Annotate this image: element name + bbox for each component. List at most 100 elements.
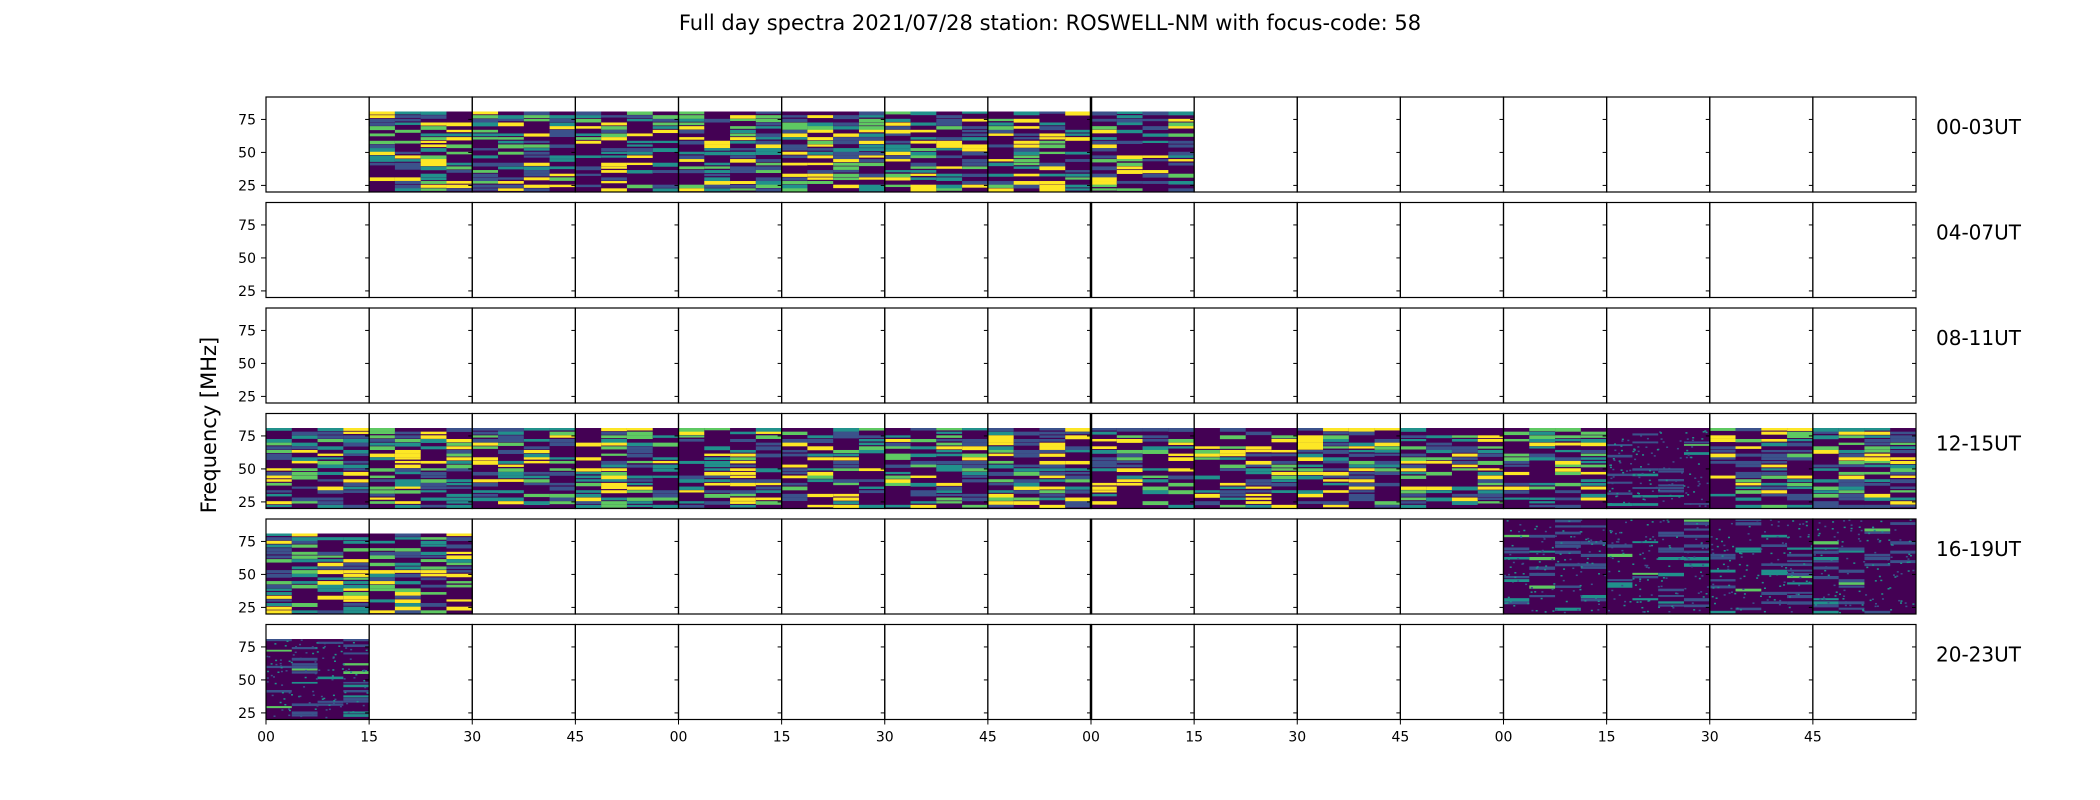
subplot-frame	[1606, 201, 1711, 299]
spectrum-cell	[1709, 519, 1813, 614]
y-tick-label: 25	[238, 178, 256, 194]
y-tick-label: 50	[238, 356, 256, 372]
subplot-frame	[1399, 307, 1505, 404]
subplot-frame	[1606, 96, 1711, 193]
spectrum-cell	[987, 111, 1091, 193]
subplot-frame	[884, 201, 989, 299]
subplot-frame	[677, 623, 783, 721]
subplot-frame	[368, 201, 473, 299]
subplot-frame	[781, 623, 886, 721]
subplot-frame	[1193, 518, 1298, 615]
y-tick-label: 25	[238, 706, 256, 722]
subplot-frame	[884, 518, 989, 615]
subplot-frame	[1193, 201, 1298, 299]
x-tick-label: 00	[1495, 730, 1513, 746]
row-label: 08-11UT	[1936, 326, 2022, 350]
subplot-frame	[987, 623, 1092, 721]
spectra-row-20-23UT: 25 50 75 20-23UT	[238, 623, 2022, 722]
subplot-frame	[1812, 201, 1917, 299]
subplot-frame	[368, 623, 473, 721]
subplot-frame	[677, 518, 783, 615]
subplot-frame	[1812, 96, 1917, 193]
subplot-frame	[471, 623, 576, 721]
subplot-frame	[1709, 307, 1814, 404]
y-axis-label: Frequency [MHz]	[197, 337, 221, 513]
x-tick-label: 30	[876, 730, 894, 746]
spectra-row-16-19UT: 25 50 75 16-19UT	[238, 518, 2022, 616]
spectrum-cell	[1297, 428, 1401, 509]
spectrum-cell	[1400, 428, 1504, 509]
spectrum-cell	[1091, 111, 1195, 192]
subplot-frame	[781, 518, 886, 615]
subplot-frame	[471, 518, 576, 615]
spectrum-cell	[369, 111, 473, 192]
row-label: 20-23UT	[1936, 643, 2022, 667]
x-tick-label: 45	[1391, 730, 1409, 746]
spectra-row-04-07UT: 25 50 75 04-07UT	[238, 201, 2022, 300]
y-tick-label: 50	[238, 673, 256, 689]
subplot-frame	[1090, 623, 1195, 721]
subplot-frame	[1090, 201, 1195, 299]
subplot-frame	[1193, 96, 1298, 193]
subplot-frame	[265, 96, 370, 193]
x-tick-label: 15	[360, 730, 378, 746]
spectrum-cell	[1812, 428, 1916, 509]
spectrum-cell	[678, 428, 782, 509]
y-tick-label: 25	[238, 284, 256, 300]
subplot-frame	[1606, 623, 1711, 721]
subplot-frame	[884, 623, 989, 721]
spectrum-cell	[1194, 428, 1298, 509]
subplot-frame	[471, 201, 576, 299]
y-tick-label: 25	[238, 600, 256, 616]
subplot-frame	[1399, 96, 1505, 193]
spectrum-cell	[1812, 519, 1916, 614]
subplot-frame	[884, 307, 989, 404]
spectrum-cell	[781, 111, 885, 193]
subplot-frame	[1296, 623, 1401, 721]
spectrum-cell	[884, 428, 988, 509]
subplot-frame	[1606, 307, 1711, 404]
subplot-frame	[574, 518, 680, 615]
x-tick-label: 15	[1598, 730, 1616, 746]
y-tick-label: 75	[238, 534, 256, 550]
spectrum-cell	[266, 428, 370, 509]
subplot-frame	[1812, 518, 1917, 615]
subplot-frame	[1296, 307, 1401, 404]
spectrum-cell	[266, 639, 370, 720]
subplot-frame	[677, 201, 783, 299]
subplot-frame	[265, 307, 370, 404]
subplot-frame	[1812, 623, 1917, 721]
row-label: 16-19UT	[1936, 537, 2022, 561]
y-tick-label: 75	[238, 112, 256, 128]
subplot-frame	[574, 623, 680, 721]
y-tick-label: 75	[238, 218, 256, 234]
subplot-frame	[1090, 518, 1195, 615]
x-tick-label: 15	[1185, 730, 1203, 746]
subplot-frame	[781, 201, 886, 299]
subplot-frame	[1399, 623, 1505, 721]
subplot-frame	[677, 307, 783, 404]
subplot-frame	[1296, 96, 1401, 193]
subplot-frame	[987, 307, 1092, 404]
subplot-frame	[1812, 412, 1917, 510]
subplot-frame	[1399, 201, 1505, 299]
subplot-frame	[1193, 307, 1298, 404]
x-tick-label: 30	[1288, 730, 1306, 746]
spectrum-cell	[1091, 428, 1195, 509]
subplot-frame	[1709, 623, 1814, 721]
spectrum-cell	[678, 111, 782, 192]
y-tick-label: 75	[238, 429, 256, 445]
spectra-row-12-15UT: 25 50 75 12-15UT	[238, 412, 2022, 511]
x-tick-label: 15	[773, 730, 791, 746]
subplot-frame	[1296, 518, 1401, 615]
y-tick-label: 25	[238, 389, 256, 405]
y-tick-label: 75	[238, 323, 256, 339]
x-tick-label: 45	[979, 730, 997, 746]
spectrum-cell	[987, 428, 1091, 509]
spectrum-cell	[781, 428, 885, 509]
y-tick-label: 25	[238, 495, 256, 511]
x-tick-label: 30	[463, 730, 481, 746]
row-label: 12-15UT	[1936, 432, 2022, 456]
spectrum-cell	[1606, 428, 1710, 509]
